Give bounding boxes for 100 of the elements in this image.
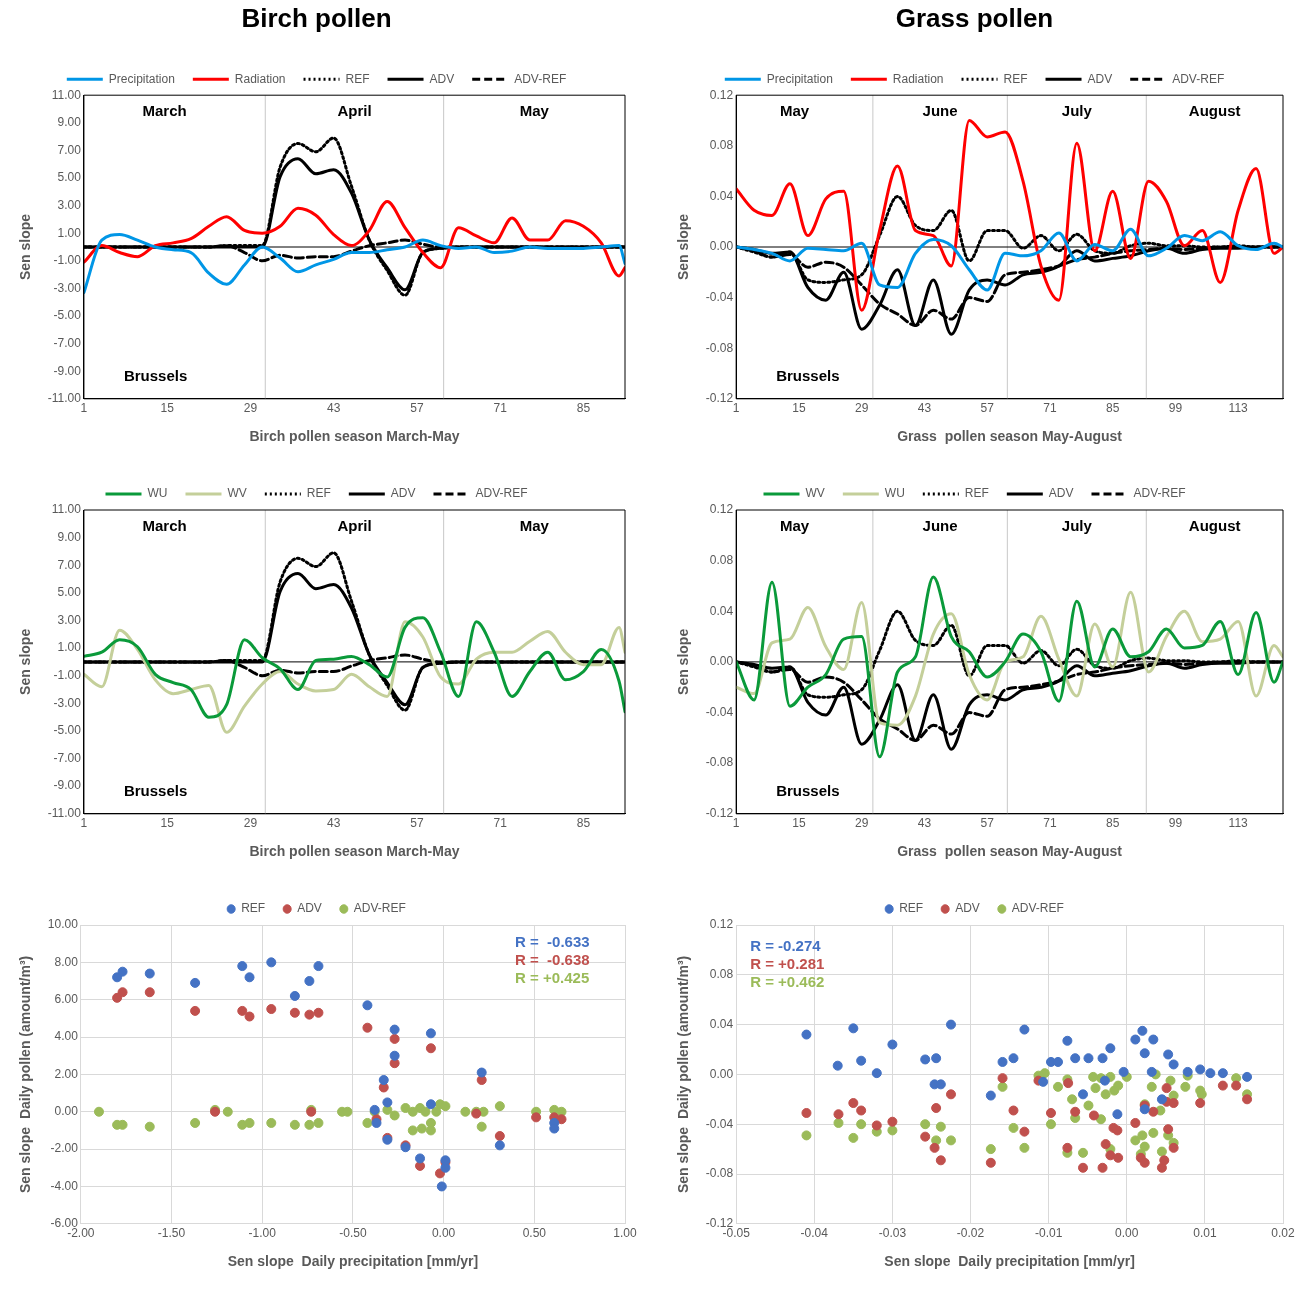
legend-label: REF [306,486,331,501]
x-tick-label: 0.02 [1271,1226,1295,1241]
annotation: R = +0.281 [750,954,825,972]
x-tick-label: 57 [980,401,995,416]
x-tick-label: 1.00 [613,1226,637,1241]
x-tick-label: -1.00 [248,1226,277,1241]
y-tick-label: 0.12 [709,502,734,517]
x-tick-label: -2.00 [67,1226,95,1241]
annotation: July [1061,102,1093,120]
x-tick-label: 85 [576,401,591,416]
y-tick-label: -1.00 [53,253,82,268]
legend-label: WU [884,486,905,501]
x-tick-label: 0.01 [1193,1226,1217,1241]
x-tick-label: 43 [326,401,341,416]
x-tick-label: 113 [1228,401,1249,416]
annotation: August [1188,517,1241,535]
y-tick-label: 0.00 [709,1066,734,1081]
y-tick-label: -0.04 [705,1116,734,1131]
y-axis-title: Sen slope [675,628,692,695]
legend-label: REF [899,901,924,916]
legend-label: ADV [1048,486,1074,501]
annotation: R = +0.425 [515,968,590,986]
annotation: R = -0.638 [515,950,590,968]
y-tick-label: -5.00 [53,308,82,323]
annotation: R = -0.633 [515,932,590,950]
y-tick-label: -11.00 [47,391,82,406]
y-tick-label: 0.08 [709,138,734,153]
annotation: Brussels [776,366,840,384]
legend-label: ADV-REF [475,486,528,501]
y-tick-label: 7.00 [57,557,82,572]
legend-label: REF [1003,71,1028,86]
legend-label: REF [964,486,989,501]
annotation: May [779,517,810,535]
annotation: April [337,102,372,120]
y-tick-label: 0.04 [709,1016,734,1031]
x-tick-label: 29 [854,401,869,416]
annotation: March [142,102,187,120]
y-tick-label: 9.00 [57,529,82,544]
y-tick-label: 0.12 [709,917,734,932]
legend-label: ADV [955,901,980,916]
y-tick-label: 0.08 [709,967,734,982]
y-tick-label: -11.00 [47,806,82,821]
annotation: June [922,102,958,120]
x-tick-label: -0.02 [956,1226,985,1241]
legend-label: WU [147,486,168,501]
x-axis-title: Grass pollen season May-August [897,428,1123,445]
y-tick-label: 5.00 [57,585,82,600]
x-tick-label: 71 [1043,816,1057,831]
legend-label: ADV-REF [1133,486,1186,501]
x-axis-title: Sen slope Daily precipitation [mm/yr] [884,1253,1135,1270]
y-axis-title: Sen slope [675,213,692,281]
y-axis-title: Sen slope Daily pollen (amount/m³) [675,955,692,1194]
y-tick-label: 1.00 [57,225,82,240]
x-tick-label: -0.03 [878,1226,907,1241]
x-tick-label: -0.50 [339,1226,367,1241]
legend-label: ADV [390,486,416,501]
y-tick-label: 4.00 [54,1029,79,1044]
y-tick-label: 0.00 [709,239,734,254]
x-tick-label: 57 [980,816,995,831]
legend-label: ADV [429,71,455,86]
legend-label: Radiation [234,71,286,86]
y-tick-label: -7.00 [53,750,82,765]
y-axis-title: Sen slope [17,213,34,281]
annotation: March [142,517,187,535]
x-axis-title: Grass pollen season May-August [897,843,1123,860]
annotation: Brussels [776,781,840,799]
y-tick-label: -9.00 [53,778,82,793]
y-tick-label: 11.00 [51,502,82,517]
x-tick-label: 15 [792,816,806,831]
y-tick-label: -3.00 [53,280,82,295]
annotation: Brussels [123,781,188,799]
y-tick-label: 2.00 [54,1066,79,1081]
legend-label: Radiation [892,71,944,86]
y-tick-label: -1.00 [53,668,82,683]
y-tick-label: -0.04 [705,289,734,304]
x-tick-label: 85 [576,816,591,831]
y-axis-title: Sen slope Daily pollen (amount/m³) [17,955,34,1194]
y-tick-label: 0.04 [709,188,734,203]
x-tick-label: 1 [732,401,740,416]
y-tick-label: 8.00 [54,954,79,969]
x-tick-label: 57 [410,816,424,831]
y-tick-label: -0.12 [705,391,734,406]
annotation: May [519,102,550,120]
x-tick-label: 43 [917,401,932,416]
x-tick-label: 71 [1043,401,1057,416]
x-tick-label: 29 [854,816,869,831]
x-tick-label: 1 [732,816,740,831]
y-axis-title: Sen slope [17,628,34,695]
annotation: August [1188,102,1241,120]
x-tick-label: 15 [792,401,806,416]
y-tick-label: -0.08 [705,340,734,355]
x-tick-label: 1 [80,816,88,831]
chart-title: Birch pollen [241,2,392,33]
x-tick-label: 85 [1105,816,1120,831]
y-tick-label: -4.00 [50,1178,79,1193]
y-tick-label: 1.00 [57,640,82,655]
legend-label: WV [805,486,825,501]
y-tick-label: -3.00 [53,695,82,710]
y-tick-label: 11.00 [51,87,82,102]
y-tick-label: -5.00 [53,723,82,738]
